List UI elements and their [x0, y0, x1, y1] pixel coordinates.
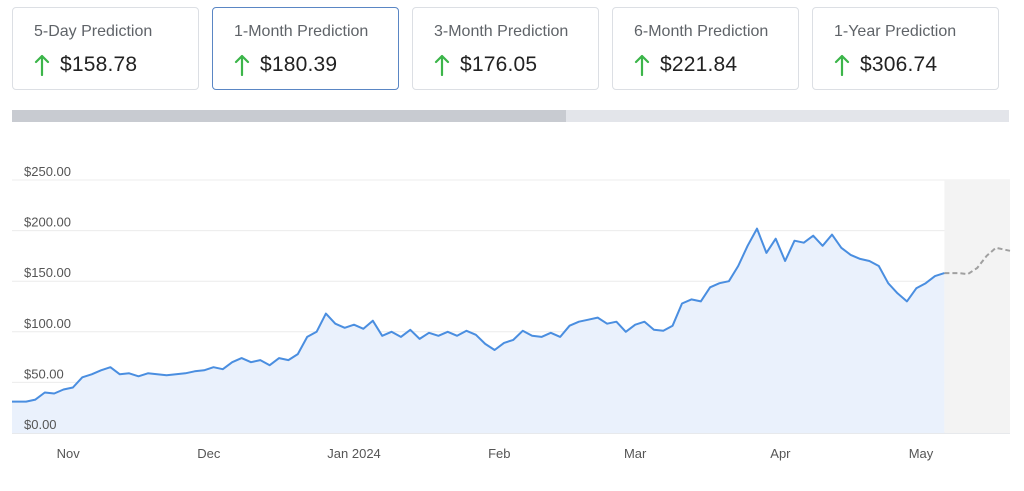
prediction-card-value-row: $158.78: [34, 53, 198, 77]
x-tick-label: May: [909, 446, 934, 461]
prediction-card-value-row: $176.05: [434, 53, 598, 77]
x-tick-label: Nov: [57, 446, 81, 461]
range-selector[interactable]: [12, 110, 1009, 122]
prediction-card-value: $176.05: [460, 53, 538, 76]
price-chart: $0.00$50.00$100.00$150.00$200.00$250.00 …: [12, 164, 1011, 461]
historical-area: [12, 228, 945, 433]
up-arrow-icon: [634, 54, 650, 76]
prediction-card-6-month[interactable]: 6-Month Prediction $221.84: [612, 7, 799, 90]
chart-lines: [12, 227, 1011, 403]
forecast-line: [944, 246, 1011, 276]
chart-areas: [12, 180, 1010, 433]
prediction-card-label: 3-Month Prediction: [434, 23, 569, 40]
historical-line: [12, 227, 945, 403]
x-tick-label: Feb: [488, 446, 510, 461]
y-axis: $0.00 $50.00 $100.00 $150.00 $200.00 $250.00: [24, 164, 71, 432]
up-arrow-icon: [834, 54, 850, 76]
prediction-card-5-day[interactable]: 5-Day Prediction $158.78: [12, 7, 199, 90]
prediction-cards: 5-Day Prediction $158.78 1-Month Predict…: [12, 7, 999, 90]
y-tick-label: $50.00: [24, 366, 64, 381]
prediction-card-value: $221.84: [660, 53, 738, 76]
x-tick-label: Dec: [197, 446, 221, 461]
range-selector-handle[interactable]: [12, 110, 567, 122]
prediction-card-1-year[interactable]: 1-Year Prediction $306.74: [812, 7, 999, 90]
prediction-card-value-row: $180.39: [234, 53, 398, 77]
x-tick-label: Mar: [624, 446, 647, 461]
forecast-area: [944, 180, 1010, 433]
y-tick-label: $200.00: [24, 215, 71, 230]
prediction-card-label: 1-Month Prediction: [234, 23, 369, 40]
y-tick-label: $150.00: [24, 265, 71, 280]
y-tick-label: $100.00: [24, 316, 71, 331]
prediction-card-1-month[interactable]: 1-Month Prediction $180.39: [212, 7, 399, 90]
y-tick-label: $0.00: [24, 417, 57, 432]
x-tick-label: Jan 2024: [327, 446, 381, 461]
prediction-card-3-month[interactable]: 3-Month Prediction $176.05: [412, 7, 599, 90]
x-axis: Nov Dec Jan 2024 Feb Mar Apr May: [57, 446, 934, 461]
prediction-card-label: 6-Month Prediction: [634, 23, 769, 40]
up-arrow-icon: [434, 54, 450, 76]
prediction-card-value: $306.74: [860, 53, 938, 76]
prediction-card-value: $180.39: [260, 53, 338, 76]
prediction-card-value-row: $306.74: [834, 53, 998, 77]
up-arrow-icon: [234, 54, 250, 76]
up-arrow-icon: [34, 54, 50, 76]
prediction-card-value: $158.78: [60, 53, 138, 76]
y-tick-label: $250.00: [24, 164, 71, 179]
prediction-card-label: 5-Day Prediction: [34, 23, 153, 40]
x-tick-label: Apr: [770, 446, 791, 461]
prediction-card-label: 1-Year Prediction: [834, 23, 957, 40]
prediction-card-value-row: $221.84: [634, 53, 798, 77]
